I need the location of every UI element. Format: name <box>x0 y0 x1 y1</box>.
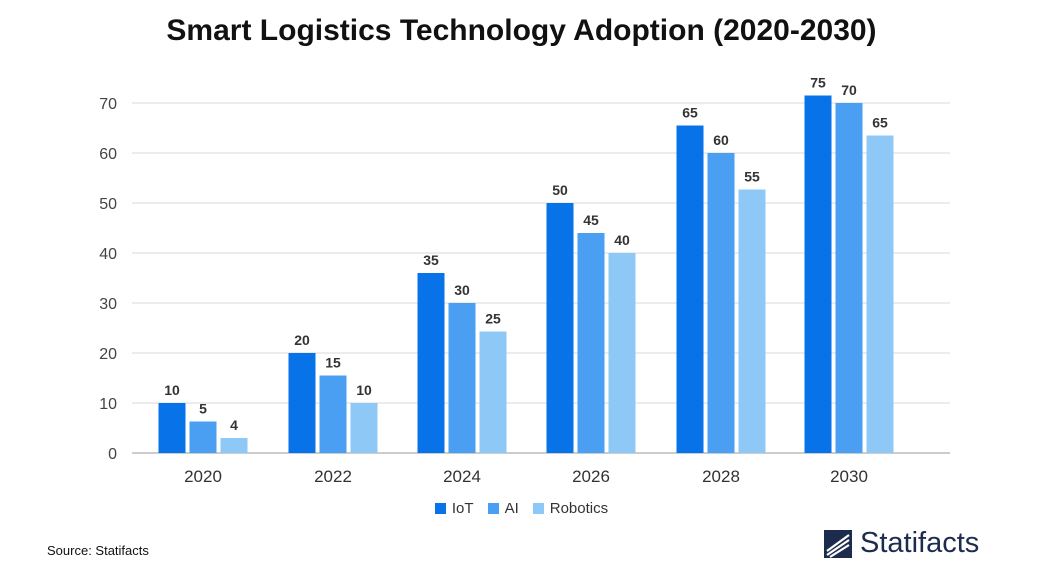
bar-ai-2030 <box>835 103 863 453</box>
legend-item-iot: IoT <box>434 500 474 517</box>
bar-robotics-2024 <box>479 331 507 453</box>
bar-ai-2028 <box>707 153 735 453</box>
legend-swatch-iot <box>434 503 446 514</box>
y-tick-label: 40 <box>99 246 117 263</box>
brand-name: Statifacts <box>860 527 980 559</box>
bar-robotics-2028 <box>738 189 766 453</box>
y-tick-label: 70 <box>99 96 117 113</box>
legend-item-ai: AI <box>487 500 519 517</box>
data-label-ai-2028: 60 <box>713 132 729 148</box>
data-label-ai-2020: 5 <box>199 401 207 417</box>
data-label-iot-2020: 10 <box>164 382 180 398</box>
y-tick-label: 0 <box>108 446 117 463</box>
legend-swatch-robotics <box>532 503 544 514</box>
data-label-ai-2024: 30 <box>454 282 470 298</box>
data-label-robotics-2026: 40 <box>614 232 630 248</box>
bar-iot-2028 <box>676 125 704 453</box>
bar-robotics-2022 <box>350 403 378 453</box>
data-label-robotics-2020: 4 <box>230 417 238 433</box>
bar-robotics-2020 <box>220 438 248 453</box>
x-tick-label-2028: 2028 <box>702 467 740 486</box>
data-label-iot-2024: 35 <box>423 252 439 268</box>
legend-swatch-ai <box>487 503 499 514</box>
legend-item-robotics: Robotics <box>532 500 609 517</box>
bar-iot-2022 <box>288 353 316 453</box>
y-tick-label: 60 <box>99 146 117 163</box>
bar-ai-2024 <box>448 303 476 453</box>
chart-title: Smart Logistics Technology Adoption (202… <box>166 14 877 47</box>
source-note: Source: Statifacts <box>47 543 149 558</box>
statifacts-logo-icon <box>824 529 852 558</box>
data-label-robotics-2030: 65 <box>872 115 888 131</box>
bar-ai-2026 <box>577 233 605 453</box>
data-label-ai-2022: 15 <box>325 355 341 371</box>
x-tick-label-2022: 2022 <box>314 467 352 486</box>
bar-ai-2022 <box>319 375 347 453</box>
x-tick-label-2026: 2026 <box>572 467 610 486</box>
data-label-robotics-2022: 10 <box>356 382 372 398</box>
legend-label-iot: IoT <box>451 500 474 517</box>
data-label-iot-2022: 20 <box>294 332 310 348</box>
brand-logo: Statifacts <box>824 527 979 560</box>
x-axis-ticks: 2020 2022 2024 2026 2028 2030 <box>184 467 868 486</box>
data-label-robotics-2028: 55 <box>744 169 760 185</box>
bar-ai-2020 <box>189 421 217 453</box>
y-tick-label: 30 <box>99 296 117 313</box>
data-label-ai-2026: 45 <box>583 212 599 228</box>
y-tick-label: 20 <box>99 346 117 363</box>
bar-iot-2026 <box>546 203 574 453</box>
bar-iot-2024 <box>417 273 445 453</box>
data-label-robotics-2024: 25 <box>485 311 501 327</box>
y-tick-label: 10 <box>99 396 117 413</box>
data-labels: 10 5 4 20 15 10 35 30 25 50 45 40 65 60 55 75 70 65 <box>164 75 888 434</box>
data-label-iot-2028: 65 <box>682 105 698 121</box>
legend: IoT AI Robotics <box>0 500 1043 517</box>
data-label-iot-2030: 75 <box>810 75 826 91</box>
bar-robotics-2026 <box>608 253 636 453</box>
y-tick-label: 50 <box>99 196 117 213</box>
data-label-ai-2030: 70 <box>841 82 857 98</box>
data-label-iot-2026: 50 <box>552 182 568 198</box>
bar-iot-2020 <box>158 403 186 453</box>
bar-robotics-2030 <box>866 135 894 453</box>
legend-label-robotics: Robotics <box>549 500 609 517</box>
bars <box>158 95 894 453</box>
legend-label-ai: AI <box>504 500 519 517</box>
x-tick-label-2024: 2024 <box>443 467 481 486</box>
bar-iot-2030 <box>804 95 832 453</box>
x-tick-label-2020: 2020 <box>184 467 222 486</box>
y-axis-ticks: 0 10 20 30 40 50 60 70 <box>99 96 117 463</box>
x-tick-label-2030: 2030 <box>830 467 868 486</box>
